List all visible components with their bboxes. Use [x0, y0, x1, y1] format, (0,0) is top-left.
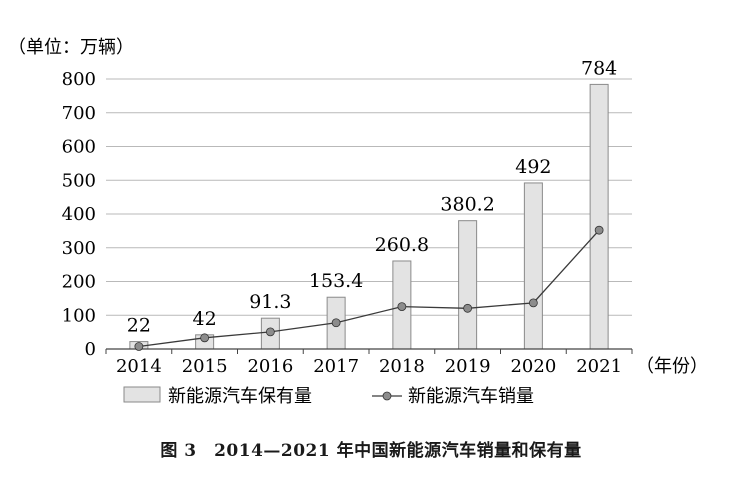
x-axis-label: （年份） — [636, 356, 708, 377]
sales-point — [200, 333, 210, 343]
x-tick-label: 2014 — [116, 356, 162, 377]
y-tick-label: 600 — [62, 137, 96, 158]
x-tick-label: 2018 — [379, 356, 425, 377]
bar-value-label: 42 — [193, 308, 217, 330]
bar-value-label: 380.2 — [440, 194, 494, 216]
x-tick-label: 2015 — [182, 356, 228, 377]
sales-point — [528, 298, 538, 308]
sales-point — [134, 342, 144, 351]
y-tick-label: 100 — [62, 305, 96, 326]
bar-value-label: 784 — [581, 57, 617, 79]
sales-line — [138, 229, 600, 348]
bar-value-label: 492 — [515, 156, 551, 178]
y-tick-label: 500 — [62, 170, 96, 191]
sales-point — [331, 318, 341, 328]
y-tick-label: 700 — [62, 103, 96, 124]
bar — [458, 220, 478, 350]
sales-point — [594, 225, 604, 235]
x-tick-label: 2016 — [247, 356, 293, 377]
y-tick-label: 200 — [62, 272, 96, 293]
figure-caption: 图 3 2014—2021 年中国新能源汽车销量和保有量 — [160, 441, 582, 461]
chart: 0 100 200 300 400 500 600 700 800 22 42 91.3 153.4 26… — [8, 37, 708, 407]
y-axis-unit-label: （单位：万辆） — [8, 37, 134, 58]
y-tick-label: 800 — [62, 69, 96, 90]
bar-value-label: 91.3 — [249, 291, 291, 313]
sales-point — [463, 303, 473, 313]
sales-point — [397, 302, 407, 312]
x-tick-label: 2019 — [445, 356, 491, 377]
y-tick-label: 0 — [85, 339, 96, 360]
x-tick-label: 2017 — [313, 356, 359, 377]
sales-point — [265, 327, 275, 337]
bar-value-label: 260.8 — [375, 234, 429, 256]
bar — [589, 83, 609, 350]
bar-value-label: 153.4 — [309, 270, 363, 292]
legend-bar-swatch — [123, 386, 161, 403]
x-tick-label: 2020 — [510, 356, 556, 377]
bar — [523, 182, 543, 350]
bar-value-label: 22 — [127, 315, 151, 337]
legend-label: 新能源汽车销量 — [408, 386, 534, 407]
legend-line-marker — [382, 391, 392, 401]
y-tick-label: 300 — [62, 238, 96, 259]
legend-label: 新能源汽车保有量 — [168, 386, 312, 407]
x-tick-label: 2021 — [576, 356, 622, 377]
y-tick-label: 400 — [62, 204, 96, 225]
